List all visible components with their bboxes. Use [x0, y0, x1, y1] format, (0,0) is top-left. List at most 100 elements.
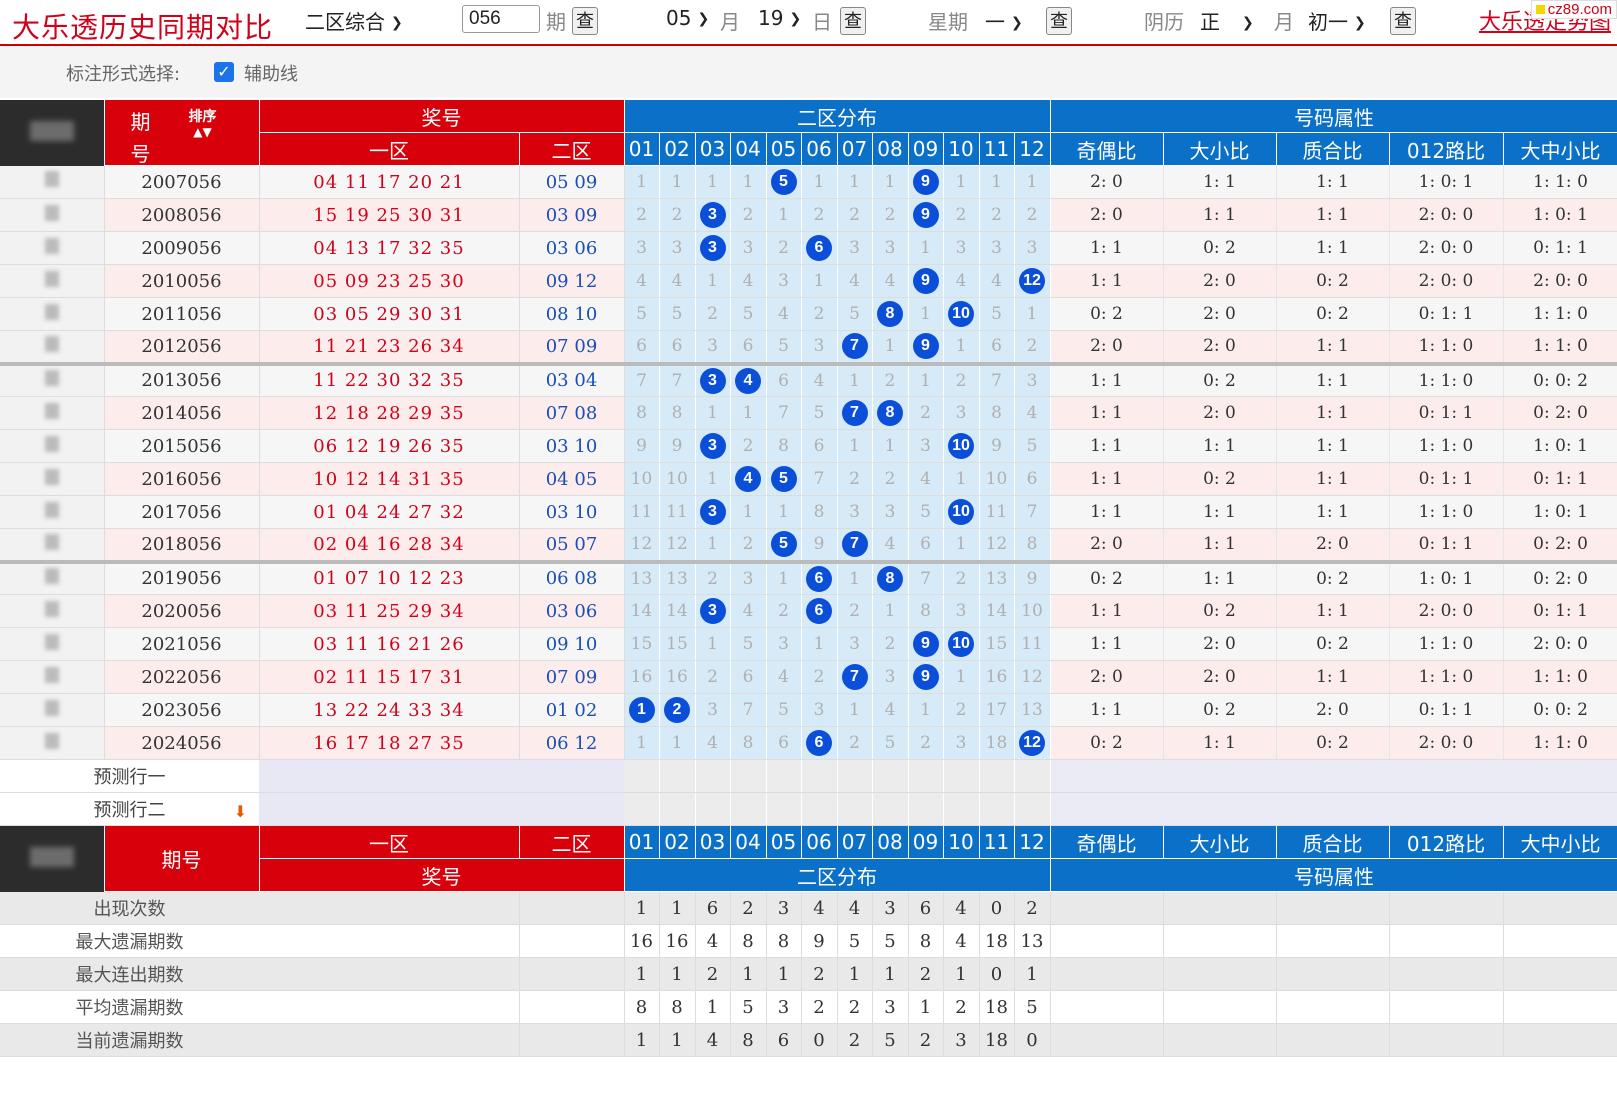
dist-cell: 6: [766, 726, 802, 760]
week-query-button[interactable]: 查: [1046, 7, 1072, 35]
prediction-dist-cell[interactable]: [872, 759, 909, 793]
prediction-dist-cell[interactable]: [695, 792, 731, 826]
hit-ball: 6: [806, 235, 832, 261]
period-query-button[interactable]: 查: [572, 7, 598, 35]
stats-attr-empty: [1503, 891, 1617, 925]
zone2-numbers: 07 09: [519, 330, 625, 366]
attr-cell: 1: 1: 0: [1389, 627, 1504, 661]
blurred-cell: [0, 627, 105, 661]
lunar-query-button[interactable]: 查: [1390, 7, 1416, 35]
attr-cell: 0: 1: 1: [1389, 297, 1504, 331]
attr-cell: 1: 1: [1276, 198, 1390, 232]
footer-dist-num-header: 10: [942, 825, 980, 859]
period-input[interactable]: [462, 5, 540, 33]
stats-empty-cell: [519, 990, 625, 1024]
prediction-dist-cell[interactable]: [801, 792, 838, 826]
attr-cell: 1: 1: [1163, 561, 1277, 595]
dist-cell: 7: [837, 396, 873, 430]
zone1-numbers: 04 11 17 20 21: [259, 165, 520, 199]
hit-ball: 4: [735, 367, 761, 394]
day-select[interactable]: 19 ❯: [758, 6, 801, 30]
dist-cell: 2: [801, 297, 838, 331]
stats-value: 5: [730, 990, 767, 1024]
lunar-month-select[interactable]: 正 ❯: [1200, 6, 1254, 35]
hit-ball: 5: [770, 531, 797, 558]
attr-cell: 1: 1: [1163, 429, 1277, 463]
prediction-dist-cell[interactable]: [659, 759, 696, 793]
week-select[interactable]: 一 ❯: [985, 6, 1023, 35]
zone1-numbers: 04 13 17 32 35: [259, 231, 520, 265]
dist-cell: 3: [1014, 231, 1051, 265]
hit-ball: 3: [699, 433, 726, 459]
zone-select-value: 二区综合: [305, 10, 385, 34]
dist-cell: 7: [837, 660, 873, 694]
prediction-dist-cell[interactable]: [1014, 759, 1051, 793]
prediction-dist-cell[interactable]: [908, 759, 944, 793]
prediction-dist-cell[interactable]: [837, 759, 873, 793]
dist-cell: 6: [979, 330, 1015, 366]
footer-header-row-sub: 奖号 二区分布 号码属性: [0, 858, 1617, 892]
prediction-dist-cell[interactable]: [695, 759, 731, 793]
table-row: 2020056 03 11 25 29 34 03 06 14 14 3 4 2 6 2 1 8 3 14…: [0, 594, 1617, 628]
prediction-dist-cell[interactable]: [943, 792, 980, 826]
logo-square-icon: [1535, 5, 1545, 14]
sort-button[interactable]: 排序 ▲▼: [189, 106, 217, 138]
hit-ball: 3: [699, 235, 726, 261]
prediction-dist-cell[interactable]: [766, 759, 802, 793]
dist-cell: 8: [872, 297, 909, 331]
prediction-label[interactable]: 预测行二 ⬇: [0, 792, 259, 826]
attr-col-header: 奇偶比: [1049, 132, 1164, 166]
prediction-dist-cell[interactable]: [979, 759, 1015, 793]
prediction-dist-cell[interactable]: [1014, 792, 1051, 826]
dist-cell: 2: [624, 198, 660, 232]
prediction-dist-cell[interactable]: [872, 792, 909, 826]
prediction-dist-cell[interactable]: [837, 792, 873, 826]
zone1-numbers: 11 22 30 32 35: [259, 363, 520, 397]
dist-cell: 1: [1014, 297, 1051, 331]
stats-value: 3: [766, 891, 802, 925]
dist-cell: 4: [872, 528, 909, 564]
footer-dist-num-header: 11: [978, 825, 1015, 859]
prediction-dist-cell[interactable]: [659, 792, 696, 826]
attr-cell: 0: 2: [1163, 462, 1277, 496]
prediction-dist-cell[interactable]: [730, 792, 767, 826]
dist-cell: 1: [730, 165, 767, 199]
attr-cell: 0: 2: [1163, 363, 1277, 397]
dist-cell: 3: [766, 627, 802, 661]
dist-cell: 10: [943, 297, 980, 331]
attr-cell: 2: 0: 0: [1503, 627, 1617, 661]
prediction-award-cell[interactable]: [259, 792, 624, 826]
month-select[interactable]: 05 ❯: [666, 6, 709, 30]
hit-ball: 7: [841, 531, 868, 558]
prediction-dist-cell[interactable]: [766, 792, 802, 826]
prediction-dist-cell[interactable]: [624, 759, 660, 793]
prediction-dist-cell[interactable]: [943, 759, 980, 793]
arrow-down-icon[interactable]: ⬇: [233, 802, 247, 821]
dist-cell: 8: [624, 396, 660, 430]
dist-cell: 1: [801, 264, 838, 298]
dist-cell: 9: [1014, 561, 1051, 595]
prediction-award-cell[interactable]: [259, 759, 624, 793]
dist-cell: 1: [908, 297, 944, 331]
date-query-button[interactable]: 查: [840, 7, 866, 35]
prediction-row: 预测行一: [0, 759, 1617, 793]
guide-line-checkbox[interactable]: ✓: [214, 62, 234, 82]
dist-cell: 4: [730, 594, 767, 628]
prediction-dist-cell[interactable]: [624, 792, 660, 826]
prediction-dist-cell[interactable]: [730, 759, 767, 793]
attr-cell: 1: 1: 0: [1389, 330, 1504, 366]
prediction-dist-cell[interactable]: [801, 759, 838, 793]
dist-num-header: 04: [729, 132, 767, 166]
stats-value: 8: [659, 990, 696, 1024]
attr-cell: 1: 0: 1: [1389, 561, 1504, 595]
attr-cell: 1: 1: 0: [1389, 495, 1504, 529]
lunar-day-select[interactable]: 初一 ❯: [1308, 6, 1366, 35]
prediction-label[interactable]: 预测行一: [0, 759, 259, 793]
zone1-numbers: 06 12 19 26 35: [259, 429, 520, 463]
prediction-dist-cell[interactable]: [908, 792, 944, 826]
zone-select[interactable]: 二区综合 ❯: [305, 6, 403, 35]
prediction-dist-cell[interactable]: [979, 792, 1015, 826]
stats-value: 2: [1014, 891, 1051, 925]
dist-cell: 2: [943, 198, 980, 232]
attr-cell: 1: 1: 0: [1389, 429, 1504, 463]
